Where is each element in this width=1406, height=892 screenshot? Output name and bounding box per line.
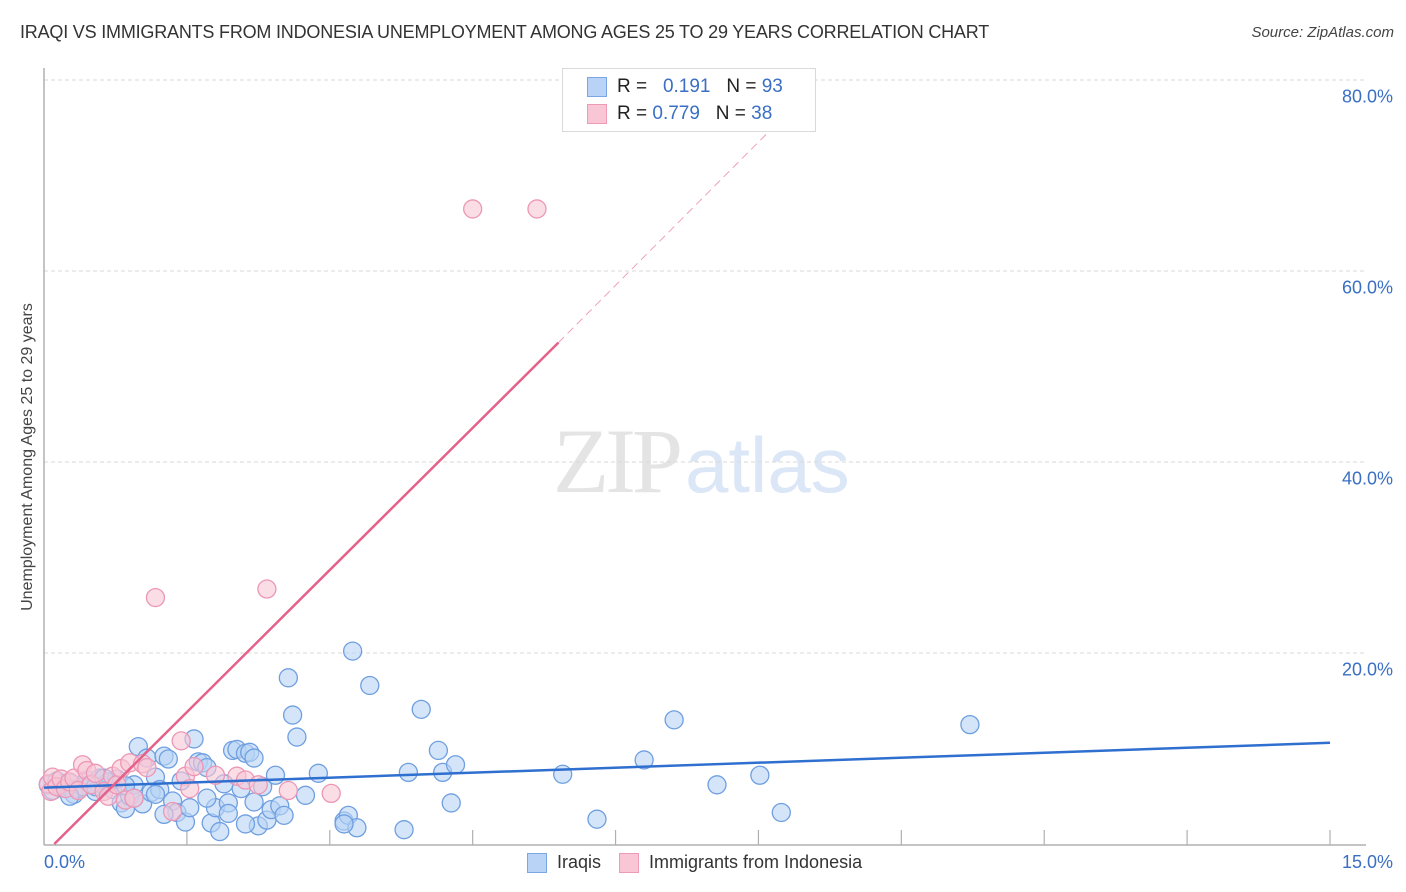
r-label: R =	[617, 76, 648, 97]
data-point[interactable]	[664, 710, 684, 730]
legend-label-indonesia: Immigrants from Indonesia	[649, 852, 863, 872]
data-point[interactable]	[445, 755, 466, 775]
data-point[interactable]	[184, 756, 204, 777]
data-point[interactable]	[218, 803, 238, 824]
data-point[interactable]	[334, 814, 354, 834]
iraqis-trend-line	[43, 741, 1331, 789]
data-point[interactable]	[244, 792, 264, 812]
legend-label-iraqis: Iraqis	[557, 852, 602, 872]
data-point[interactable]	[321, 783, 341, 804]
data-point[interactable]	[441, 793, 461, 813]
data-point[interactable]	[197, 788, 217, 808]
y-tick-60: 60.0%	[1341, 277, 1393, 298]
iraqis-swatch-icon	[527, 852, 547, 873]
data-point[interactable]	[553, 764, 573, 784]
data-point[interactable]	[587, 809, 607, 829]
data-point[interactable]	[463, 199, 483, 219]
n-label: N =	[726, 76, 757, 97]
data-point[interactable]	[360, 675, 380, 696]
r-value: 0.191	[662, 76, 711, 97]
data-point[interactable]	[205, 765, 226, 785]
data-point[interactable]	[960, 714, 980, 735]
data-point[interactable]	[124, 788, 144, 808]
indonesia-trend-line	[53, 341, 560, 845]
data-point[interactable]	[278, 668, 298, 688]
data-point[interactable]	[244, 748, 264, 768]
legend-row-iraqis: R = 0.191 N = 93	[587, 75, 783, 99]
data-point[interactable]	[287, 727, 307, 747]
legend-item-iraqis[interactable]: Iraqis	[527, 852, 601, 873]
indonesia-points	[38, 199, 547, 822]
axes-lines	[43, 68, 1366, 846]
n-value: 93	[761, 76, 783, 97]
r-label: R =	[617, 103, 648, 124]
data-point[interactable]	[248, 775, 268, 795]
data-point[interactable]	[707, 775, 727, 795]
data-point[interactable]	[180, 778, 200, 799]
data-point[interactable]	[771, 802, 791, 823]
data-point[interactable]	[527, 199, 547, 219]
y-tick-20: 20.0%	[1341, 659, 1393, 680]
data-point[interactable]	[265, 765, 286, 785]
data-point[interactable]	[180, 798, 200, 818]
data-point[interactable]	[162, 801, 183, 822]
data-point[interactable]	[145, 784, 166, 804]
data-point[interactable]	[235, 814, 256, 834]
data-point[interactable]	[342, 641, 363, 661]
x-tick-max: 15.0%	[1341, 852, 1393, 872]
stats-legend: R = 0.191 N = 93 R = 0.779 N = 38	[562, 68, 816, 132]
r-value: 0.779	[652, 103, 700, 124]
legend-row-indonesia: R = 0.779 N = 38	[587, 102, 772, 126]
data-point[interactable]	[137, 757, 157, 778]
data-point[interactable]	[282, 705, 303, 725]
data-point[interactable]	[394, 820, 414, 840]
data-point[interactable]	[210, 821, 230, 842]
n-label: N =	[715, 103, 746, 124]
legend-item-indonesia[interactable]: Immigrants from Indonesia	[619, 852, 862, 873]
data-point[interactable]	[411, 699, 431, 719]
indonesia-swatch-icon	[587, 104, 607, 124]
data-point[interactable]	[750, 765, 770, 785]
iraqis-swatch-icon	[587, 77, 607, 97]
y-tick-40: 40.0%	[1341, 468, 1393, 489]
data-point[interactable]	[278, 780, 298, 801]
data-point[interactable]	[85, 763, 106, 783]
source-label: Source: ZipAtlas.com	[1251, 24, 1394, 41]
gridlines	[44, 79, 1366, 654]
data-point[interactable]	[295, 785, 316, 805]
data-point[interactable]	[145, 587, 166, 608]
trend-lines	[43, 84, 1331, 845]
chart-title: IRAQI VS IMMIGRANTS FROM INDONESIA UNEMP…	[20, 22, 990, 42]
x-tick-min: 0.0%	[44, 852, 86, 872]
y-tick-80: 80.0%	[1341, 86, 1393, 107]
data-point[interactable]	[257, 579, 277, 599]
series-legend: Iraqis Immigrants from Indonesia	[527, 852, 880, 873]
data-point[interactable]	[158, 749, 178, 769]
data-point[interactable]	[171, 731, 191, 751]
data-point[interactable]	[398, 762, 419, 783]
indonesia-swatch-icon	[619, 852, 640, 873]
data-point[interactable]	[308, 763, 328, 783]
data-point[interactable]	[634, 750, 654, 770]
data-point[interactable]	[274, 805, 294, 825]
n-value: 38	[751, 103, 773, 124]
data-point[interactable]	[428, 740, 449, 761]
